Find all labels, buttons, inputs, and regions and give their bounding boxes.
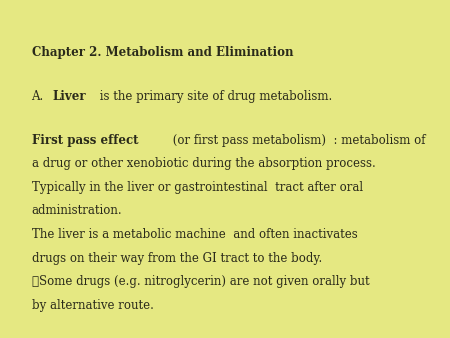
Text: a drug or other xenobiotic during the absorption process.: a drug or other xenobiotic during the ab… <box>32 157 375 170</box>
Text: is the primary site of drug metabolism.: is the primary site of drug metabolism. <box>95 90 332 102</box>
Text: (or first pass metabolism)  : metabolism of: (or first pass metabolism) : metabolism … <box>169 134 425 146</box>
Text: Chapter 2. Metabolism and Elimination: Chapter 2. Metabolism and Elimination <box>32 46 293 58</box>
Text: A.: A. <box>32 90 48 102</box>
Text: by alternative route.: by alternative route. <box>32 299 153 312</box>
Text: Typically in the liver or gastrointestinal  tract after oral: Typically in the liver or gastrointestin… <box>32 181 363 194</box>
Text: First pass effect: First pass effect <box>32 134 138 146</box>
Text: ∴Some drugs (e.g. nitroglycerin) are not given orally but: ∴Some drugs (e.g. nitroglycerin) are not… <box>32 275 369 288</box>
Text: drugs on their way from the GI tract to the body.: drugs on their way from the GI tract to … <box>32 252 322 265</box>
Text: The liver is a metabolic machine  and often inactivates: The liver is a metabolic machine and oft… <box>32 228 357 241</box>
Text: administration.: administration. <box>32 204 122 217</box>
Text: Liver: Liver <box>52 90 86 102</box>
